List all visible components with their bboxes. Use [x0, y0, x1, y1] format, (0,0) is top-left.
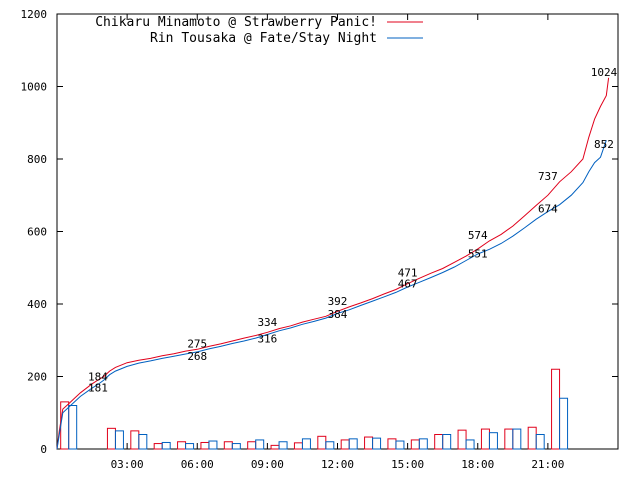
y-tick-label: 400 [27, 298, 47, 311]
bar-2 [512, 428, 522, 450]
x-tick-label: 03:00 [111, 458, 144, 471]
bar-1 [223, 441, 233, 450]
cumulative-lines [56, 77, 610, 450]
bar-1 [434, 434, 444, 450]
legend-label-series-2: Rin Tousaka @ Fate/Stay Night [150, 31, 377, 46]
bar-1 [293, 442, 303, 450]
bar-1 [317, 435, 327, 450]
data-labels: 184 275 334 392 471 574 737 1024 181 268 316 384 467… [88, 66, 618, 395]
data-label-series-2: 551 [468, 247, 488, 260]
bar-2 [114, 430, 124, 450]
y-tick-label: 200 [27, 371, 47, 384]
bar-2 [68, 405, 78, 450]
x-tick-label: 15:00 [391, 458, 424, 471]
bar-1 [270, 444, 280, 450]
data-label-series-1: 334 [257, 316, 277, 329]
bar-1 [387, 438, 397, 450]
data-label-series-1: 184 [88, 370, 108, 383]
bar-1 [504, 428, 514, 450]
bar-2 [231, 443, 241, 450]
y-tick-label: 800 [27, 153, 47, 166]
bar-1 [551, 368, 561, 450]
x-tick-label: 21:00 [531, 458, 564, 471]
bar-1 [247, 441, 257, 450]
data-label-series-1: 392 [328, 295, 348, 308]
axes: 0 200 400 600 800 1000 1200 03:00 06:00 09:00 12:0… [21, 8, 619, 471]
x-tick-label: 12:00 [321, 458, 354, 471]
data-label-series-1: 1024 [591, 66, 618, 79]
x-tick-label: 06:00 [181, 458, 214, 471]
bar-2 [138, 434, 148, 450]
bar-2 [325, 441, 335, 450]
bar-2 [418, 438, 428, 450]
bar-2 [278, 441, 288, 450]
bar-1 [340, 439, 350, 450]
y-tick-label: 1200 [21, 8, 48, 21]
data-label-series-1: 737 [538, 170, 558, 183]
legend-label-series-1: Chikaru Minamoto @ Strawberry Panic! [95, 15, 377, 30]
bar-1 [364, 436, 374, 450]
bar-2 [442, 434, 452, 450]
bar-2 [395, 440, 405, 450]
x-tick-label: 18:00 [461, 458, 494, 471]
bar-2 [535, 434, 545, 450]
line-series-2 [56, 140, 607, 450]
plot-frame [56, 13, 619, 450]
legend: Chikaru Minamoto @ Strawberry Panic! Rin… [95, 15, 423, 46]
bar-1 [457, 429, 467, 450]
line-series-1 [56, 77, 610, 450]
data-label-series-2: 316 [257, 332, 277, 345]
data-label-series-1: 471 [398, 266, 418, 279]
x-tick-label: 09:00 [251, 458, 284, 471]
bar-1 [200, 441, 210, 450]
data-label-series-2: 467 [398, 278, 418, 291]
data-label-series-1: 275 [187, 337, 207, 350]
bar-2 [372, 437, 382, 450]
y-tick-label: 0 [40, 443, 47, 456]
bar-2 [208, 440, 218, 450]
bar-2 [559, 397, 569, 450]
data-label-series-1: 574 [468, 229, 488, 242]
data-label-series-2: 268 [187, 350, 207, 363]
bar-1 [153, 443, 163, 450]
bar-2 [161, 441, 171, 450]
bar-1 [106, 427, 116, 450]
bar-1 [480, 428, 490, 450]
bar-2 [465, 439, 475, 450]
data-label-series-2: 181 [88, 381, 108, 394]
hourly-bars [60, 368, 569, 450]
y-tick-label: 1000 [21, 81, 48, 94]
bar-2 [488, 432, 498, 450]
bar-1 [410, 439, 420, 450]
bar-1 [177, 441, 187, 450]
data-label-series-2: 674 [538, 203, 558, 216]
data-label-series-2: 384 [328, 308, 348, 321]
bar-1 [527, 426, 537, 450]
bar-2 [301, 438, 311, 450]
bar-2 [348, 438, 358, 450]
bar-2 [255, 439, 265, 450]
bar-1 [130, 430, 140, 450]
data-label-series-2: 852 [594, 138, 614, 151]
bar-2 [185, 443, 195, 450]
y-tick-label: 600 [27, 226, 47, 239]
